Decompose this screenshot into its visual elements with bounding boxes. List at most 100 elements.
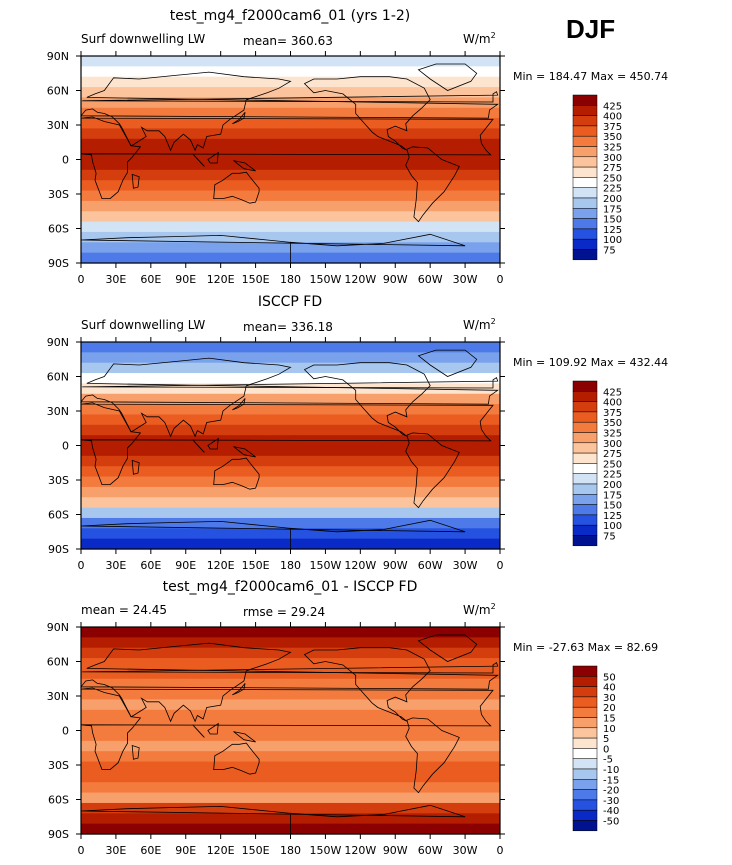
y-tick-label: 30S <box>48 759 69 772</box>
field-band <box>81 159 500 171</box>
coastline <box>405 146 460 223</box>
field-band <box>81 782 500 794</box>
x-tick-label: 180 <box>280 273 301 286</box>
y-tick-label: 60N <box>47 371 69 384</box>
map-panel-3 <box>76 622 505 839</box>
colorbar-label: 10 <box>603 724 616 735</box>
x-tick-label: 0 <box>497 273 504 286</box>
colorbar-label: 325 <box>603 143 622 154</box>
x-tick-label: 0 <box>497 559 504 572</box>
panel-title-3: test_mg4_f2000cam6_01 - ISCCP FD <box>163 579 418 595</box>
x-tick-label: 30W <box>453 273 478 286</box>
x-tick-label: 30E <box>105 844 126 857</box>
coastline <box>131 173 140 189</box>
colorbar-box <box>572 686 598 698</box>
x-tick-label: 120E <box>207 559 235 572</box>
colorbar-box <box>572 187 598 199</box>
field-band <box>81 221 500 233</box>
min-max-label-3: Min = -27.63 Max = 82.69 <box>513 641 658 654</box>
colorbar-box <box>572 748 598 759</box>
coastline <box>131 744 140 760</box>
field-band <box>81 668 500 680</box>
coastline <box>207 722 219 735</box>
colorbar-label: 150 <box>603 215 622 226</box>
field-band <box>81 476 500 488</box>
field-band <box>81 689 500 701</box>
coastline <box>417 63 478 91</box>
colorbar-box <box>572 411 598 423</box>
x-tick-label: 120W <box>344 273 376 286</box>
colorbar-box <box>572 504 598 516</box>
coastline <box>82 91 499 103</box>
field-band <box>81 128 500 140</box>
y-tick-label: 90N <box>47 50 69 63</box>
colorbar-box <box>572 452 598 464</box>
coastline <box>207 151 219 164</box>
colorbar-box <box>572 473 598 485</box>
field-band <box>81 231 500 243</box>
field-band <box>81 66 500 78</box>
x-tick-label: 30E <box>105 559 126 572</box>
field-band <box>81 751 500 763</box>
colorbar-box <box>572 494 598 505</box>
field-band <box>81 486 500 498</box>
colorbar-box <box>572 391 598 402</box>
x-tick-label: 120W <box>344 844 376 857</box>
coastline <box>233 731 256 743</box>
colorbar-box <box>572 789 598 801</box>
colorbar-label: 100 <box>603 521 622 532</box>
field-band <box>81 445 500 457</box>
field-band <box>81 383 500 395</box>
coastline <box>80 519 466 549</box>
panel-center-label-2: mean= 336.18 <box>243 320 333 334</box>
x-tick-label: 0 <box>497 844 504 857</box>
colorbar-box <box>572 249 598 261</box>
field-band <box>81 647 500 659</box>
y-tick-label: 90S <box>48 828 69 841</box>
field-band <box>81 497 500 509</box>
colorbar-box <box>572 717 598 729</box>
coastline <box>213 742 260 775</box>
x-tick-label: 150W <box>309 844 341 857</box>
colorbar-label: 100 <box>603 235 622 246</box>
colorbar-box <box>572 166 598 178</box>
field-band <box>81 169 500 181</box>
field-band <box>81 393 500 405</box>
coastline <box>233 160 256 172</box>
x-tick-label: 60E <box>140 844 161 857</box>
coastline <box>131 459 140 475</box>
coastline <box>417 349 478 377</box>
coastline <box>192 153 205 167</box>
field-band <box>81 517 500 529</box>
colorbar-box <box>572 483 598 495</box>
field-band <box>81 97 500 109</box>
colorbar-label: 425 <box>603 101 622 112</box>
field-band <box>81 180 500 192</box>
colorbar-label: 20 <box>603 703 616 714</box>
colorbar-label: 300 <box>603 153 622 164</box>
field-band <box>81 455 500 467</box>
field-band <box>81 678 500 690</box>
coastline <box>82 376 499 389</box>
colorbar-box <box>572 197 598 209</box>
coastline <box>82 661 499 674</box>
colorbar-label: 225 <box>603 184 622 195</box>
field-band <box>81 404 500 416</box>
x-tick-label: 30W <box>453 844 478 857</box>
panel-left-label-3: mean = 24.45 <box>81 603 167 617</box>
y-tick-label: 30S <box>48 474 69 487</box>
colorbar-box <box>572 208 598 219</box>
y-tick-label: 90S <box>48 543 69 556</box>
coastline <box>192 439 205 453</box>
coastline <box>80 357 499 438</box>
colorbar-box <box>572 535 598 547</box>
coastline <box>303 647 431 722</box>
colorbar-label: 400 <box>603 398 622 409</box>
colorbar-box <box>572 820 598 832</box>
y-tick-label: 0 <box>62 440 69 453</box>
colorbar-box <box>572 146 598 158</box>
colorbar-label: 175 <box>603 204 622 215</box>
coastline <box>405 432 460 509</box>
y-tick-label: 30S <box>48 188 69 201</box>
colorbar-label: 40 <box>603 683 616 694</box>
